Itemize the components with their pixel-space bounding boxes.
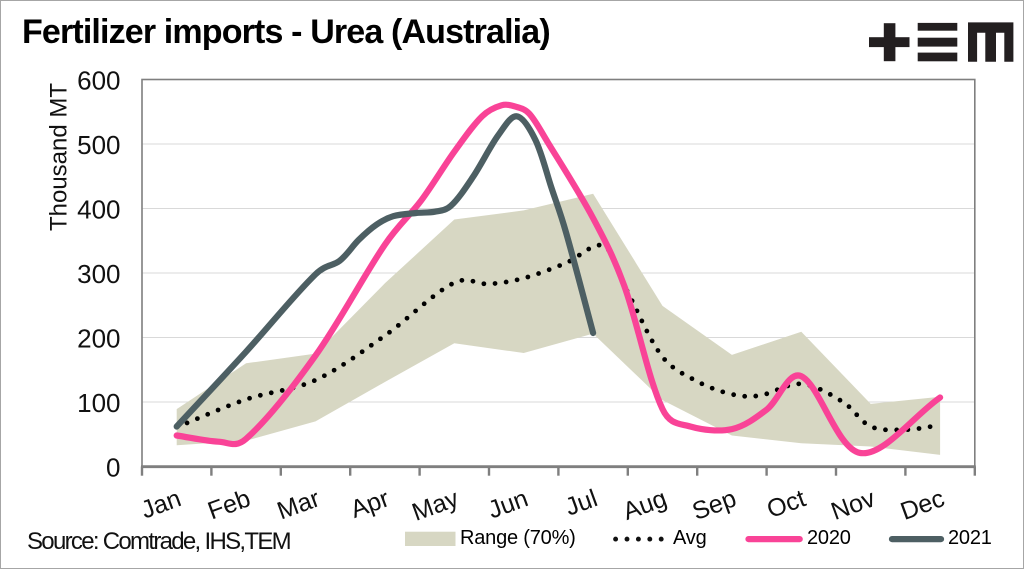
svg-text:100: 100	[77, 388, 120, 418]
svg-text:Apr: Apr	[347, 484, 393, 524]
svg-text:Mar: Mar	[274, 484, 324, 525]
svg-text:Jun: Jun	[484, 484, 531, 524]
svg-text:300: 300	[77, 259, 120, 289]
svg-text:600: 600	[77, 65, 120, 95]
svg-text:Sep: Sep	[689, 484, 740, 526]
svg-text:Thousand MT: Thousand MT	[46, 83, 73, 231]
svg-text:0: 0	[106, 452, 120, 482]
svg-text:Dec: Dec	[897, 484, 948, 526]
svg-text:Jan: Jan	[137, 484, 184, 524]
svg-text:400: 400	[77, 194, 120, 224]
svg-text:Nov: Nov	[827, 484, 879, 526]
svg-text:200: 200	[77, 323, 120, 353]
svg-text:May: May	[408, 484, 462, 527]
svg-text:Feb: Feb	[204, 484, 254, 525]
svg-text:500: 500	[77, 130, 120, 160]
svg-text:Jul: Jul	[562, 484, 602, 521]
svg-text:Aug: Aug	[619, 484, 670, 526]
svg-text:Oct: Oct	[763, 484, 809, 524]
